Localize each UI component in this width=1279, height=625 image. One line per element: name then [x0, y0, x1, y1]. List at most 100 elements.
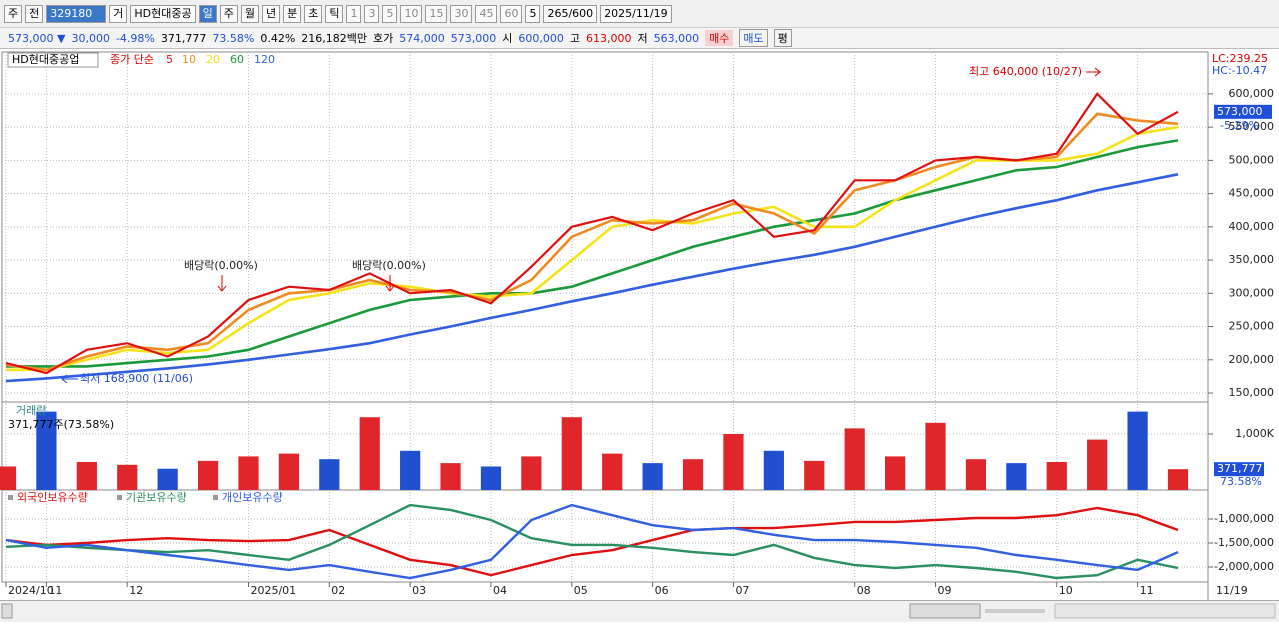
volume-bar — [480, 466, 502, 490]
toolbar-button[interactable]: 45 — [475, 4, 498, 23]
quote-item: 574,000 — [399, 31, 445, 45]
toolbar-button[interactable]: 2025/11/19 — [600, 4, 672, 23]
panel-subtitle: 371,777주(73.58%) — [8, 418, 114, 431]
y-tick-label: 350,000 — [1229, 253, 1275, 266]
volume-bar — [319, 459, 340, 490]
volume-bar — [76, 462, 97, 490]
toolbar-button[interactable]: 329180 — [46, 4, 107, 23]
toolbar-button[interactable]: 일 — [198, 4, 217, 23]
volume-bar — [602, 453, 623, 490]
y-tick-label: -1,000,000 — [1214, 512, 1274, 525]
toolbar-button[interactable]: 15 — [425, 4, 448, 23]
quote-item[interactable]: 매수 — [705, 30, 734, 46]
quote-item: 고 — [569, 32, 581, 45]
volume-bar — [157, 468, 178, 490]
legend-swatch — [117, 495, 122, 500]
x-tick-label: 11 — [48, 584, 62, 597]
quote-item: 0.42% — [260, 31, 296, 45]
legend-entry: 10 — [182, 53, 196, 66]
volume-bar — [197, 460, 219, 490]
volume-bar — [0, 466, 17, 490]
volume-bar — [521, 456, 542, 490]
quote-item: 371,777 — [160, 31, 207, 45]
toolbar-button[interactable]: 초 — [304, 4, 323, 23]
y-tick-label: 500,000 — [1229, 153, 1275, 166]
volume-bar — [440, 463, 461, 490]
ma-line — [6, 139, 1179, 368]
y-tick-label: -2,000,000 — [1214, 560, 1274, 573]
y-tick-label: 200,000 — [1229, 353, 1275, 366]
y-tick-label: 600,000 — [1229, 87, 1275, 100]
legend-swatch — [213, 495, 218, 500]
toolbar-button[interactable]: 거 — [109, 4, 128, 23]
toolbar-button[interactable]: 전 — [25, 4, 44, 23]
toolbar-button[interactable]: 60 — [500, 4, 523, 23]
scroll-left[interactable] — [1, 603, 13, 619]
ma-line — [6, 125, 1179, 372]
toolbar-button[interactable]: 틱 — [325, 4, 344, 23]
scroll-svg — [1, 603, 1276, 619]
annotation: 최고 640,000 (10/27) — [969, 65, 1082, 78]
volume-bar — [925, 422, 946, 490]
toolbar-button[interactable]: 주 — [219, 4, 238, 23]
volume-bar — [238, 456, 259, 490]
toolbar-button[interactable]: 5 — [525, 4, 541, 23]
legend-entry: 개인보유수량 — [222, 491, 283, 504]
toolbar-button[interactable]: 분 — [283, 4, 302, 23]
quote-item[interactable]: 매도 — [739, 29, 768, 47]
holding-line — [5, 506, 1179, 577]
x-tick-label: 02 — [331, 584, 345, 597]
quote-item: -4.98% — [115, 31, 155, 45]
toolbar-button[interactable]: 년 — [261, 4, 281, 23]
volume-bar — [1127, 411, 1148, 490]
volume-bar — [1167, 469, 1189, 490]
toolbar-button[interactable]: 5 — [382, 4, 398, 23]
toolbar-button[interactable]: 주 — [4, 4, 23, 23]
volume-bar — [1087, 439, 1108, 490]
y-tick-label: 550,000 — [1229, 120, 1275, 133]
volume-bar — [965, 459, 987, 490]
toolbar-button[interactable]: 3 — [364, 4, 380, 23]
volume-bar — [36, 411, 57, 490]
x-tick-label: 11 — [1140, 584, 1154, 597]
toolbar-button[interactable]: HD현대중공 — [130, 4, 196, 23]
y-tick-label: 250,000 — [1229, 320, 1275, 333]
ma-line — [5, 92, 1179, 375]
hc-label: HC:-10.47 — [1212, 64, 1267, 77]
x-tick-label: 07 — [735, 584, 749, 597]
y-tick-label: 400,000 — [1229, 220, 1275, 233]
volume-pct: 73.58% — [1220, 475, 1262, 488]
x-tick-label: 09 — [938, 584, 952, 597]
volume-bar — [763, 450, 784, 490]
legend-entry: 외국인보유수량 — [17, 491, 88, 504]
legend-box — [7, 52, 99, 68]
quote-item: 216,182백만 — [301, 32, 368, 45]
quote-item: 573,000 ▼ — [8, 31, 66, 45]
x-tick-label: 10 — [1059, 584, 1073, 597]
tool-icons[interactable] — [1054, 603, 1276, 619]
toolbar-button[interactable]: 30 — [450, 4, 473, 23]
volume-label: 371,777 — [1217, 462, 1263, 475]
y-tick-label: 150,000 — [1229, 386, 1275, 399]
toolbar-button[interactable]: 월 — [240, 4, 259, 23]
legend-entry: 20 — [206, 53, 220, 66]
toolbar-button[interactable]: 10 — [400, 4, 423, 23]
quote-item: 73.58% — [212, 31, 255, 45]
x-tick-label: 06 — [655, 584, 669, 597]
toolbar-button[interactable]: 265/600 — [543, 4, 598, 23]
x-tick-label: 12 — [129, 584, 143, 597]
zoom-slider[interactable] — [985, 609, 1045, 613]
chart-bg — [0, 49, 1279, 600]
quote-item[interactable]: 평 — [773, 29, 792, 47]
play-controls[interactable] — [909, 603, 981, 619]
toolbar-button[interactable]: 1 — [346, 4, 362, 23]
x-end-label: 11/19 — [1216, 584, 1248, 597]
scrollbar[interactable] — [0, 600, 1279, 622]
quote-item: 613,000 — [586, 31, 632, 45]
current-change: -5.29% — [1220, 119, 1259, 132]
legend-swatch — [8, 495, 13, 500]
lc-label: LC:239.25 — [1212, 52, 1268, 65]
volume-bar — [642, 463, 663, 490]
